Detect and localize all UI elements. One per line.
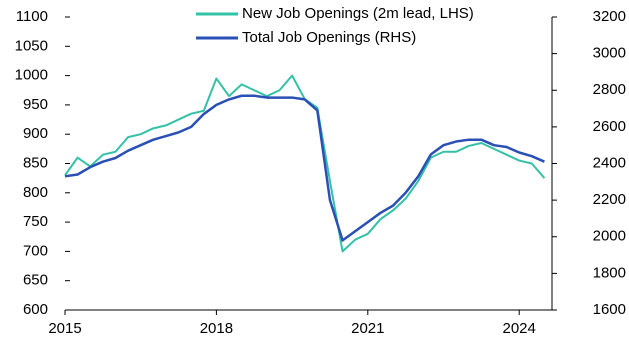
y-tick-label: 800 xyxy=(23,184,48,201)
y-tick-label: 900 xyxy=(23,125,48,142)
y2-tick-label: 2400 xyxy=(593,154,626,171)
y-tick-label: 600 xyxy=(23,301,48,318)
legend-label: Total Job Openings (RHS) xyxy=(242,29,416,46)
y2-tick-label: 2000 xyxy=(593,228,626,245)
x-tick-label: 2015 xyxy=(48,320,81,337)
x-tick-label: 2024 xyxy=(503,320,536,337)
y-tick-label: 1100 xyxy=(16,8,48,25)
y-tick-label: 950 xyxy=(23,96,48,113)
y2-tick-label: 2600 xyxy=(593,118,626,135)
series-line xyxy=(64,74,546,253)
y2-tick-label: 3200 xyxy=(593,8,626,25)
y2-tick-label: 2800 xyxy=(593,81,626,98)
y-tick-label: 750 xyxy=(23,213,48,230)
series-line xyxy=(64,94,545,242)
y2-tick-label: 1600 xyxy=(593,301,626,318)
y2-tick-label: 2200 xyxy=(593,191,626,208)
y-tick-label: 1050 xyxy=(15,37,48,54)
y-tick-label: 850 xyxy=(23,154,48,171)
y2-tick-label: 1800 xyxy=(593,264,626,281)
x-tick-label: 2018 xyxy=(200,320,233,337)
y-tick-label: 650 xyxy=(23,272,48,289)
legend-label: New Job Openings (2m lead, LHS) xyxy=(242,5,474,22)
y2-tick-label: 3000 xyxy=(593,45,626,62)
y-tick-label: 700 xyxy=(23,242,48,259)
y-tick-label: 1000 xyxy=(15,67,48,84)
x-tick-label: 2021 xyxy=(351,320,384,337)
